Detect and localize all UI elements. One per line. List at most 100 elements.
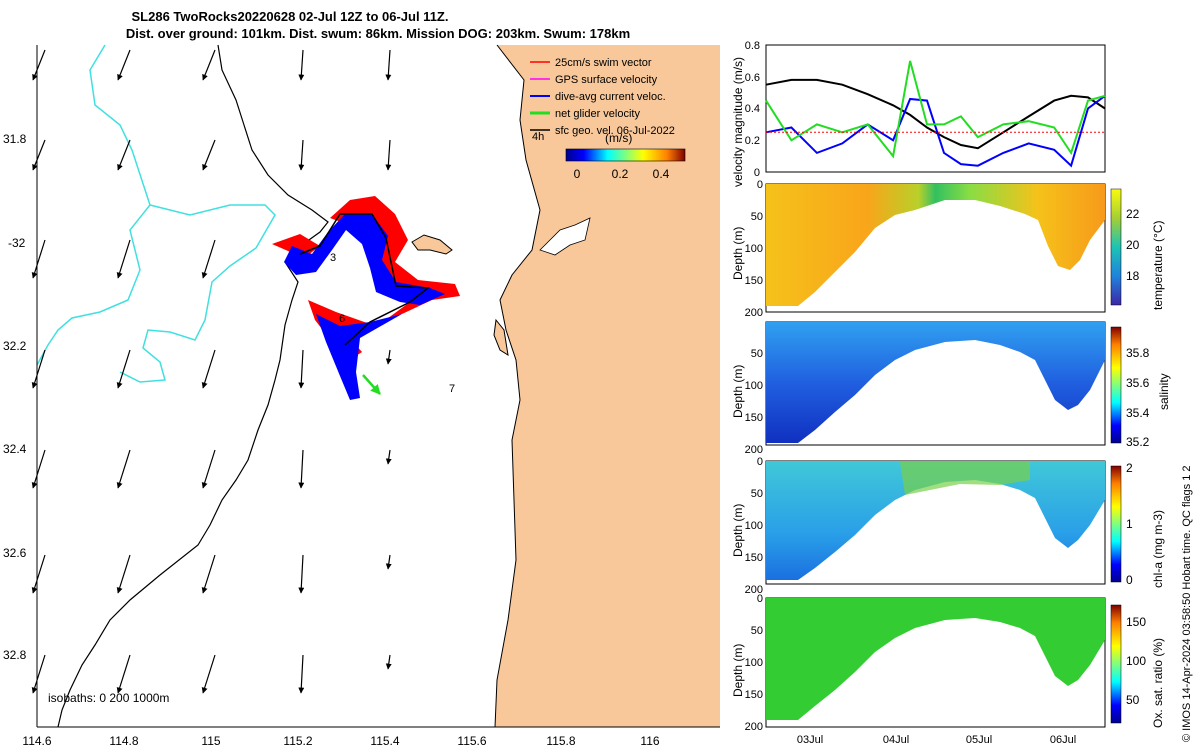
- y-tick: 32.2: [3, 339, 27, 353]
- geo-velocity-arrow: [202, 49, 216, 81]
- map-legend: 25cm/s swim vector GPS surface velocity …: [530, 57, 675, 137]
- cbar-tick: 50: [1126, 693, 1140, 707]
- geo-velocity-arrow: [298, 554, 305, 594]
- chla-label: chl-a (mg m-3): [1151, 510, 1165, 588]
- temperature-label: temperature (°C): [1151, 221, 1165, 311]
- temperature-panel: 22 20 18 temperature (°C) Depth (m) 0 50…: [731, 179, 1165, 319]
- velocity-series-line: [765, 60, 1106, 159]
- oxygen-panel: 150 100 50 Ox. sat. ratio (%) Depth (m) …: [731, 593, 1165, 733]
- y-tick: 0: [757, 456, 763, 468]
- map-panel: 3 6 7 4h 25cm/s swim vector GPS surface …: [3, 44, 720, 748]
- current-track-upper: [284, 214, 445, 305]
- x-tick: 115.2: [283, 734, 312, 748]
- y-tick: 0.8: [745, 40, 760, 52]
- x-tick: 05Jul: [966, 734, 992, 746]
- geo-velocity-arrow: [385, 554, 392, 570]
- y-tick: 0.4: [745, 103, 760, 115]
- title-line1: SL286 TwoRocks20220628 02-Jul 12Z to 06-…: [132, 9, 449, 24]
- y-tick: 0.2: [745, 135, 760, 147]
- chla-section: [766, 461, 1105, 580]
- depth-label: Depth (m): [731, 504, 745, 557]
- y-tick: 31.8: [3, 132, 27, 146]
- cbar-tick: 150: [1126, 615, 1146, 629]
- island-small: [493, 318, 509, 357]
- cbar-tick: 35.4: [1126, 406, 1150, 420]
- land-area: [495, 45, 720, 727]
- footer-credit: © IMOS 14-Apr-2024 03:58:50 Hobart time.…: [1181, 465, 1193, 742]
- cbar-tick: 1: [1126, 517, 1133, 531]
- geo-velocity-arrow: [116, 654, 131, 694]
- legend-gps-label: GPS surface velocity: [555, 74, 658, 86]
- cbar-tick: 18: [1126, 269, 1140, 283]
- geo-velocity-arrow: [31, 449, 46, 489]
- temperature-section: [766, 184, 1105, 306]
- y-tick: 100: [745, 657, 763, 669]
- velocity-series-line: [765, 78, 1106, 150]
- island: [411, 234, 453, 255]
- geo-velocity-arrow: [385, 654, 392, 670]
- y-tick: 100: [745, 243, 763, 255]
- day-label: 3: [330, 252, 336, 264]
- geo-velocity-arrow: [116, 449, 131, 489]
- geo-velocity-arrow: [298, 139, 305, 171]
- y-tick: 200: [745, 444, 763, 456]
- map-x-ticks: 114.6 114.8 115 115.2 115.4 115.6 115.8 …: [22, 734, 659, 748]
- speed-colorbar: [565, 148, 686, 162]
- colorbar-tick: 0: [574, 167, 581, 181]
- legend-net-label: net glider velocity: [555, 108, 640, 120]
- day-label: 7: [449, 383, 455, 395]
- velocity-ylabel: velocity magnitude (m/s): [731, 57, 745, 187]
- estuary-coast: [539, 217, 591, 256]
- y-tick: 0.6: [745, 72, 760, 84]
- geo-velocity-arrow: [298, 654, 305, 694]
- x-tick: 04Jul: [883, 734, 909, 746]
- geo-velocity-arrow: [31, 554, 46, 594]
- chla-panel: 2 1 0 chl-a (mg m-3) Depth (m) 0 50 100 …: [731, 456, 1165, 596]
- geo-velocity-arrow: [31, 654, 46, 694]
- net-velocity-arrow: [362, 374, 381, 395]
- oxygen-colorbar: [1110, 604, 1122, 724]
- salinity-panel: 35.8 35.6 35.4 35.2 salinity Depth (m) 5…: [731, 321, 1171, 456]
- geo-velocity-arrow: [385, 139, 392, 171]
- oxygen-section: [766, 598, 1105, 720]
- x-tick: 116: [640, 734, 659, 748]
- depth-label: Depth (m): [731, 227, 745, 280]
- cbar-tick: 22: [1126, 207, 1140, 221]
- geo-velocity-arrow: [298, 449, 305, 489]
- title-line2: Dist. over ground: 101km. Dist. swum: 86…: [126, 26, 630, 41]
- x-tick: 115: [201, 734, 220, 748]
- chla-surface-layer: [900, 462, 1030, 495]
- legend-current-label: dive-avg current veloc.: [555, 91, 666, 103]
- isobaths-label: isobaths: 0 200 1000m: [48, 691, 169, 705]
- geo-velocity-arrow: [116, 239, 131, 279]
- colorbar-title: (m/s): [605, 131, 632, 145]
- y-tick: -32: [8, 236, 26, 250]
- geo-velocity-arrow: [201, 349, 216, 389]
- velocity-series: [765, 60, 1106, 168]
- glider-track: [299, 213, 431, 346]
- geo-velocity-arrow: [117, 49, 131, 81]
- geo-velocity-arrow: [201, 449, 216, 489]
- y-tick: 50: [751, 211, 763, 223]
- isobath-200m: [36, 44, 276, 383]
- x-tick: 114.6: [22, 734, 51, 748]
- x-tick: 03Jul: [797, 734, 823, 746]
- geo-velocity-arrow: [201, 554, 216, 594]
- geo-velocity-arrow: [31, 239, 46, 279]
- cbar-tick: 100: [1126, 654, 1146, 668]
- depth-label: Depth (m): [731, 365, 745, 418]
- geo-velocity-arrow: [298, 349, 305, 389]
- geo-velocity-arrow: [32, 139, 46, 171]
- y-tick: 50: [751, 348, 763, 360]
- y-tick: 150: [745, 689, 763, 701]
- map-y-ticks: 31.8 -32 32.2 32.4 32.6 32.8: [3, 132, 27, 662]
- salinity-colorbar: [1110, 326, 1122, 444]
- swim-vectors-left: [272, 234, 320, 258]
- y-tick: 0: [757, 593, 763, 605]
- geo-velocity-arrow: [117, 139, 131, 171]
- x-tick: 115.4: [370, 734, 399, 748]
- y-tick: 150: [745, 412, 763, 424]
- cbar-tick: 20: [1126, 238, 1140, 252]
- y-tick: 150: [745, 275, 763, 287]
